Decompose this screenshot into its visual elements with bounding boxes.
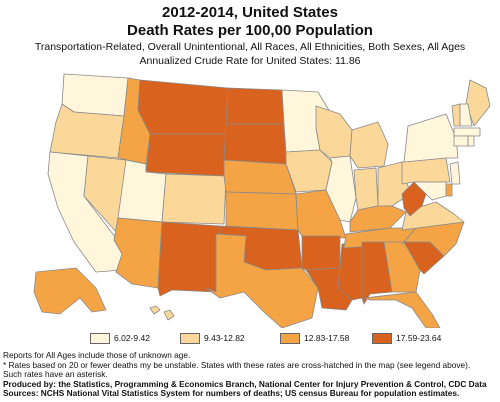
state-fl xyxy=(363,291,441,328)
legend-swatch-class-4 xyxy=(372,332,392,344)
state-ne xyxy=(223,159,297,195)
note-unstable-rates: * Rates based on 20 or fewer deaths my b… xyxy=(3,360,471,370)
state-mt xyxy=(137,79,229,135)
state-il xyxy=(325,155,357,223)
state-ms xyxy=(337,241,363,301)
legend-swatch-class-1 xyxy=(90,332,110,344)
state-az xyxy=(113,217,163,289)
state-sd xyxy=(223,123,287,165)
note-produced-by: Produced by: the Statistics, Programming… xyxy=(3,379,487,389)
state-nj xyxy=(449,161,461,185)
us-choropleth-map xyxy=(33,73,491,328)
legend-swatch-class-3 xyxy=(280,332,300,344)
note-sources: Sources: NCHS National Vital Statistics … xyxy=(3,389,460,399)
map-title-line-1: 2012-2014, United States xyxy=(162,4,338,21)
note-unknown-age: Reports for All Ages include those of un… xyxy=(3,351,191,360)
map-title-line-2: Death Rates per 100,00 Population xyxy=(127,22,373,39)
legend-swatch-class-2 xyxy=(180,332,200,344)
state-in xyxy=(353,167,379,211)
state-hi xyxy=(149,305,175,321)
state-ar xyxy=(301,235,341,271)
state-me xyxy=(465,79,491,127)
state-ky xyxy=(349,205,407,233)
state-ak xyxy=(33,267,107,315)
legend-item-class-2: 9.43-12.82 xyxy=(180,331,245,345)
state-vt xyxy=(451,103,461,127)
map-legend: 6.02-9.42 9.43-12.82 12.83-17.58 17.59-2… xyxy=(0,331,500,347)
state-co xyxy=(161,173,227,225)
legend-item-class-3: 12.83-17.58 xyxy=(280,331,349,345)
legend-label-class-4: 17.59-23.64 xyxy=(396,333,442,343)
state-wi xyxy=(315,105,353,159)
legend-item-class-1: 6.02-9.42 xyxy=(90,331,150,345)
legend-label-class-3: 12.83-17.58 xyxy=(304,333,350,343)
note-asterisk: Such rates have an asterisk. xyxy=(3,370,108,380)
state-ks xyxy=(225,191,299,231)
state-md xyxy=(413,181,447,201)
state-mi xyxy=(349,121,389,169)
state-ri xyxy=(467,135,475,147)
legend-label-class-1: 6.02-9.42 xyxy=(114,333,150,343)
legend-label-class-2: 9.43-12.82 xyxy=(204,333,245,343)
state-nd xyxy=(225,87,285,125)
map-footnotes: Reports for All Ages include those of un… xyxy=(3,351,499,399)
state-nm xyxy=(157,221,221,297)
state-de xyxy=(445,183,453,197)
state-wa xyxy=(61,73,129,117)
state-nh xyxy=(459,103,473,127)
state-wy xyxy=(145,133,227,177)
state-ny xyxy=(403,113,459,163)
state-tx xyxy=(205,233,319,328)
legend-item-class-4: 17.59-23.64 xyxy=(372,331,441,345)
state-ct xyxy=(453,135,469,147)
map-subtitle-line-2: Annualized Crude Rate for United States:… xyxy=(139,55,361,67)
state-nc xyxy=(401,221,465,257)
state-ma xyxy=(453,127,481,137)
map-subtitle-line-1: Transportation-Related, Overall Unintent… xyxy=(34,41,466,53)
